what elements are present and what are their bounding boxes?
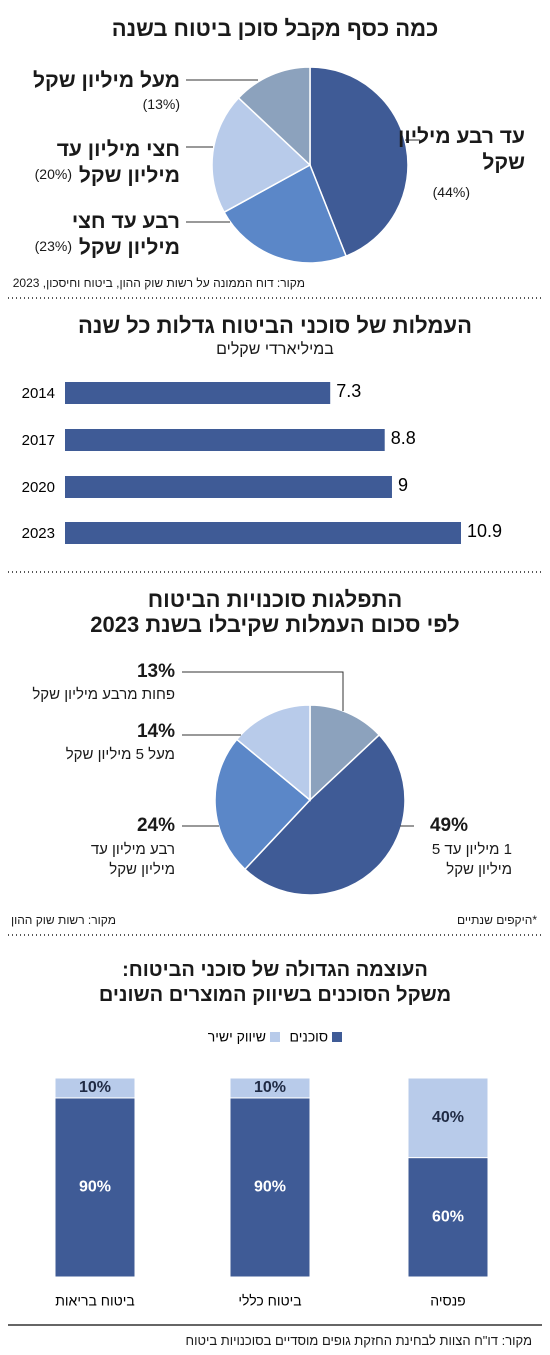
slice-label: חצי מיליון עד מיליון שקל [56, 138, 180, 187]
pie-slice [214, 738, 312, 871]
pie-slice [223, 163, 348, 264]
value-label: 7.3 [336, 381, 361, 401]
slice-label: פחות מרבע מיליון שקל [32, 686, 175, 703]
slice-label: רבע עד חצי מיליון שקל [71, 210, 180, 259]
chart-title: משקל הסוכנים בשיווק המוצרים השונים [98, 984, 452, 1006]
y-tick-label: 2023 [22, 525, 55, 542]
slice-value-label: (13%) [142, 96, 180, 112]
x-tick-label: ביטוח בריאות [55, 1293, 134, 1309]
value-label: 90% [254, 1179, 286, 1196]
x-tick-label: ביטוח כללי [238, 1293, 301, 1309]
value-label: 40% [432, 1109, 464, 1126]
chart-title: העמלות של סוכני הביטוח גדלות כל שנה [78, 313, 472, 338]
source: מקור: דו"ח הצוות לבחינת החזקת גופים מוסד… [185, 1333, 532, 1348]
pie-slice [211, 96, 312, 214]
slice-label: 1 מיליון עד 5 מיליון שקל [431, 841, 512, 878]
value-label: 9 [398, 475, 408, 495]
legend-label: שיווק ישיר [208, 1029, 266, 1045]
slice-label: רבע מיליון עד מיליון שקל [90, 841, 175, 878]
slice-value-label: 14% [136, 721, 175, 742]
chart-title: לפי סכום העמלות שקיבלו בשנת 2023 [90, 612, 460, 637]
value-label: 90% [79, 1179, 111, 1196]
bar [65, 476, 392, 498]
bar-segment [229, 1077, 311, 1099]
pie-slice [309, 704, 381, 802]
bar-segment [54, 1077, 136, 1099]
legend-swatch [270, 1032, 280, 1042]
bar [65, 522, 461, 544]
bar-segment [407, 1157, 489, 1278]
value-label: 8.8 [391, 428, 416, 448]
chart-subtitle: במיליארדי שקלים [216, 341, 334, 358]
value-label: 10.9 [467, 521, 502, 541]
bar-segment [229, 1097, 311, 1278]
slice-value-label: (23%) [34, 238, 72, 254]
source: מקור: דוח הממונה על רשות שוק ההון, ביטוח… [12, 276, 305, 290]
leader-line [182, 671, 344, 711]
chart-title: העוצמה הגדולה של סוכני הביטוח: [122, 959, 428, 981]
value-label: 10% [254, 1079, 286, 1096]
y-tick-label: 2014 [22, 385, 55, 402]
pie-slice [237, 66, 311, 167]
chart-title: כמה כסף מקבל סוכן ביטוח בשנה [111, 16, 439, 41]
pie-slice [235, 704, 311, 802]
y-tick-label: 2017 [22, 432, 55, 449]
slice-value-label: 49% [429, 815, 468, 836]
slice-label: מעל מיליון שקל [33, 69, 180, 92]
value-label: 60% [432, 1209, 464, 1226]
slice-value-label: 24% [136, 815, 175, 836]
legend-label: סוכנים [290, 1029, 328, 1045]
slice-value-label: (44%) [432, 184, 470, 200]
slice-value-label: 13% [136, 661, 175, 682]
slice-label: עד רבע מיליון שקל [398, 125, 525, 174]
pie-slice [243, 733, 406, 896]
chart-title: התפלגות סוכנויות הביטוח [147, 587, 403, 612]
legend-swatch [332, 1032, 342, 1042]
y-tick-label: 2020 [22, 479, 55, 496]
bar-segment [54, 1097, 136, 1278]
bar [65, 382, 331, 404]
slice-label: מעל 5 מיליון שקל [65, 746, 175, 763]
x-tick-label: פנסיה [430, 1293, 465, 1309]
footnote: *היקפים שנתיים [457, 913, 537, 927]
bar-segment [407, 1077, 489, 1159]
bar [65, 429, 385, 451]
source: מקור: רשות שוק ההון [10, 913, 116, 927]
pie-slice [309, 66, 409, 258]
slice-value-label: (20%) [34, 166, 72, 182]
value-label: 10% [79, 1079, 111, 1096]
